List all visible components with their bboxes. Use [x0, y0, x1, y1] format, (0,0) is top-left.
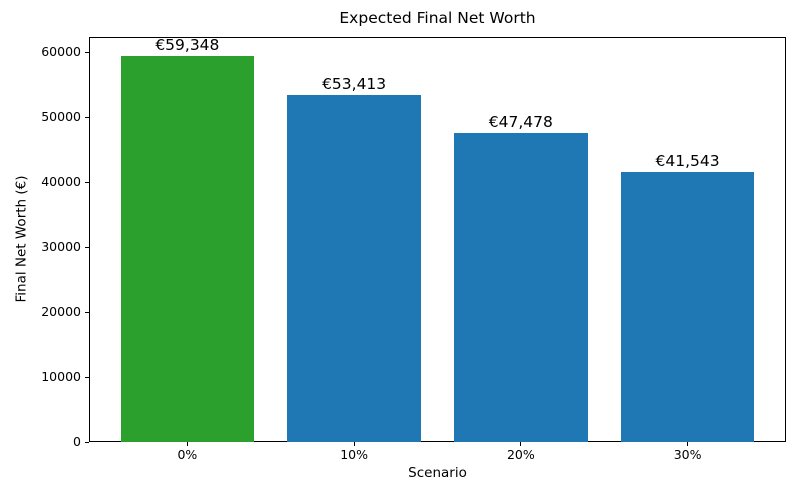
y-tick-mark [85, 376, 89, 378]
x-tick-mark [687, 442, 689, 446]
y-tick-mark [85, 246, 89, 248]
x-axis-label: Scenario [408, 465, 467, 481]
x-tick-mark [353, 442, 355, 446]
y-tick-mark [85, 181, 89, 183]
y-tick-label: 30000 [41, 239, 81, 255]
x-tick-mark [520, 442, 522, 446]
bar-value-label: €47,478 [488, 113, 553, 132]
y-tick-mark [85, 441, 89, 443]
bar-value-label: €41,543 [655, 152, 720, 171]
y-tick-label: 50000 [41, 109, 81, 125]
x-tick-label: 20% [506, 447, 535, 462]
bar [120, 56, 255, 442]
bar [620, 172, 755, 442]
bar-value-label: €53,413 [322, 74, 387, 93]
y-tick-label: 40000 [41, 174, 81, 190]
y-tick-label: 20000 [41, 304, 81, 319]
bar [454, 133, 588, 442]
y-tick-label: 10000 [41, 369, 81, 384]
x-tick-label: 10% [340, 447, 369, 462]
x-tick-label: 0% [177, 447, 198, 462]
x-tick-label: 30% [673, 447, 702, 462]
y-tick-mark [85, 311, 89, 313]
chart-title: Expected Final Net Worth [339, 9, 536, 27]
y-tick-label: 0 [73, 434, 81, 449]
y-tick-mark [85, 51, 89, 53]
bar [287, 94, 421, 442]
y-tick-label: 60000 [41, 44, 81, 60]
bar-value-label: €59,348 [155, 36, 220, 55]
y-tick-mark [85, 116, 89, 118]
y-axis-label: Final Net Worth (€) [13, 175, 30, 303]
plot-area: €59,348 0% €53,413 10% €47,478 20% €41,543 30% 0… [41, 36, 786, 461]
x-tick-mark [186, 442, 188, 446]
